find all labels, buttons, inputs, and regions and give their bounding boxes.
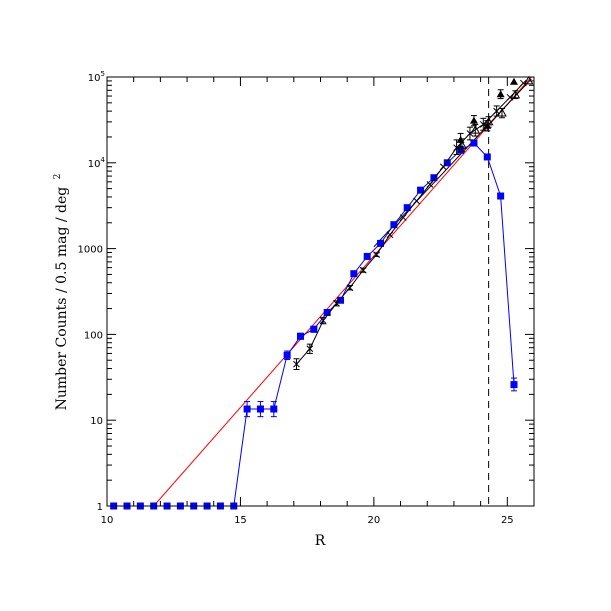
data-point-cross	[306, 345, 314, 353]
cross-stroke	[413, 197, 420, 205]
data-point-square	[377, 239, 385, 247]
x-tick-label: 10	[101, 515, 114, 526]
y-tick-label-base: 10	[88, 159, 101, 170]
y-tick-label: 105	[88, 70, 105, 84]
data-point-square	[363, 252, 371, 260]
x-tick-label: 15	[234, 515, 247, 526]
fit-line-1	[153, 77, 532, 506]
data-point-triangle	[509, 77, 518, 85]
data-point-cross	[359, 266, 367, 274]
data-point-triangle	[469, 116, 478, 124]
data-point-triangle	[496, 90, 505, 98]
cross-stroke	[493, 107, 500, 115]
y-tick-label: 100	[84, 330, 103, 341]
y-tick-label: 10	[90, 416, 103, 427]
cross-stroke	[333, 300, 340, 307]
data-point-cross	[426, 181, 434, 188]
data-point-square	[417, 186, 425, 194]
data-point-cross	[386, 231, 394, 239]
data-point-square	[510, 381, 518, 389]
data-point-cross	[493, 107, 500, 115]
data-point-square	[497, 192, 505, 200]
data-point-square	[350, 270, 358, 278]
plot-frame	[106, 76, 535, 507]
data-point-square	[470, 139, 478, 147]
data-point-open-triangle	[497, 108, 507, 117]
data-point-square	[256, 405, 264, 413]
data-point-cross	[439, 163, 447, 171]
series-layer	[110, 75, 534, 510]
fit-line-2	[373, 78, 532, 248]
data-point-cross	[333, 300, 340, 307]
y-axis-label-superscript: 2	[53, 174, 63, 180]
data-point-square	[296, 332, 304, 340]
cross-stroke	[359, 266, 367, 274]
data-point-square	[443, 159, 451, 167]
y-tick-label: 1000	[78, 245, 103, 256]
data-point-open-triangle	[470, 125, 481, 134]
y-tick-label-exponent: 5	[101, 70, 105, 78]
data-point-square	[483, 153, 491, 161]
data-point-cross	[373, 251, 380, 259]
cross-stroke	[453, 144, 460, 152]
cross-stroke	[373, 251, 380, 259]
cross-stroke	[386, 231, 394, 239]
y-tick-label-base: 10	[88, 73, 101, 84]
y-tick-label: 1	[97, 502, 103, 513]
cross-stroke	[346, 284, 354, 292]
data-point-cross	[346, 284, 354, 292]
y-tick-label: 104	[88, 156, 106, 170]
data-point-cross	[399, 214, 407, 221]
data-point-open-triangle	[457, 140, 467, 149]
y-tick-label-exponent: 4	[101, 156, 106, 164]
cross-stroke	[426, 181, 434, 188]
data-point-square	[270, 405, 278, 413]
data-point-cross	[519, 79, 527, 87]
x-tick-label: 20	[368, 515, 381, 526]
data-point-open-triangle	[510, 89, 521, 99]
y-axis-label-text: Number Counts / 0.5 mag / deg	[54, 187, 70, 411]
data-point-square	[243, 405, 251, 413]
series-triangle	[456, 77, 518, 147]
cross-stroke	[519, 79, 527, 87]
cross-stroke	[439, 163, 447, 171]
data-point-cross	[319, 317, 327, 324]
data-point-cross	[506, 93, 514, 101]
data-point-cross	[453, 144, 460, 152]
data-point-square	[403, 204, 411, 212]
fit-lines-layer	[153, 77, 532, 506]
data-point-square	[337, 296, 345, 304]
series-cross	[293, 79, 527, 370]
cross-stroke	[306, 345, 314, 353]
data-point-square	[323, 308, 331, 316]
data-point-cross	[413, 197, 420, 205]
data-point-square	[430, 174, 438, 182]
cross-stroke	[293, 360, 300, 368]
cross-stroke	[319, 317, 327, 324]
series-open-triangle	[457, 75, 534, 153]
data-point-square	[310, 325, 318, 333]
cross-stroke	[506, 93, 514, 101]
data-point-square	[390, 221, 398, 229]
data-point-open-triangle	[483, 116, 494, 126]
data-point-cross	[293, 360, 300, 368]
x-axis-label: R	[315, 533, 326, 549]
cross-stroke	[399, 214, 407, 221]
x-tick-label: 25	[501, 515, 514, 526]
y-axis-label: Number Counts / 0.5 mag / deg 2	[53, 174, 70, 411]
cross-stroke	[479, 121, 487, 128]
data-point-square	[283, 351, 291, 359]
data-point-square	[457, 146, 465, 154]
